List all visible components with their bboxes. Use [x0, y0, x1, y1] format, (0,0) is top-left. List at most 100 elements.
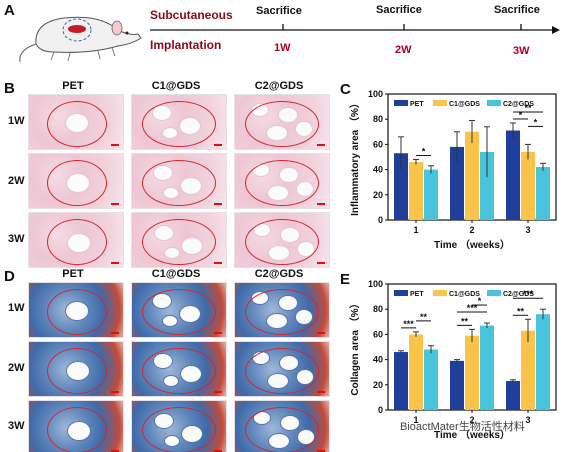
x-tick-label: 1: [413, 415, 418, 425]
scale-bar: [111, 391, 119, 393]
y-tick-label: 40: [373, 355, 383, 365]
masson-stain-micrograph: [28, 341, 124, 397]
implant-outline: [245, 407, 319, 452]
chart-e: E 0 20 40 60 80 100 Collagen area （%） Time （week…: [340, 271, 557, 441]
significance-marker: ***: [467, 303, 478, 313]
x-tick-label: 2: [469, 415, 474, 425]
bar: [409, 162, 423, 220]
bar: [480, 325, 494, 410]
legend-label: C2@GDS: [503, 291, 534, 298]
bar: [394, 352, 408, 410]
implant-outline: [47, 348, 107, 394]
he-stain-micrograph: [28, 153, 124, 209]
timeline-event-2: Sacrifice: [376, 4, 422, 16]
bar: [506, 381, 520, 410]
legend-label: C1@GDS: [449, 291, 480, 298]
x-tick-label: 3: [525, 415, 530, 425]
x-tick-label: 2: [469, 225, 474, 235]
bar: [424, 349, 438, 410]
timeline-week-1: 1W: [274, 42, 291, 54]
implant-outline: [142, 160, 216, 206]
y-tick-label: 20: [373, 380, 383, 390]
implant-outline: [47, 289, 107, 335]
panel-b-col-pet: PET: [62, 80, 84, 92]
scale-bar: [317, 144, 325, 146]
implant-outline: [142, 348, 216, 394]
he-stain-micrograph: [28, 212, 124, 268]
significance-marker: *: [534, 117, 538, 127]
he-stain-micrograph: [28, 94, 124, 150]
scale-bar: [214, 450, 222, 452]
y-tick-label: 60: [373, 329, 383, 339]
significance-marker: *: [422, 147, 426, 157]
implant-outline: [245, 160, 319, 206]
bar: [521, 151, 535, 220]
timeline-event-1: Sacrifice: [256, 5, 302, 17]
scale-bar: [111, 203, 119, 205]
y-tick-label: 40: [373, 165, 383, 175]
scale-bar: [111, 450, 119, 452]
chart-c: C 0 20 40 60 80 100 Inflammatory area （%） Time （…: [340, 81, 557, 251]
y-tick-label: 100: [368, 89, 383, 99]
mouse-illustration: [19, 16, 142, 63]
timeline-axis: [150, 24, 560, 34]
panel-label: E: [340, 271, 350, 288]
significance-marker: ***: [523, 289, 534, 299]
panel-d-row-1w: 1W: [8, 302, 25, 314]
panel-d-col-c2: C2@GDS: [254, 268, 304, 280]
panel-b-label: B: [4, 80, 15, 97]
masson-stain-micrograph: [131, 341, 227, 397]
masson-stain-micrograph: [234, 400, 330, 452]
panel-b-row-3w: 3W: [8, 233, 25, 245]
masson-stain-micrograph: [28, 400, 124, 452]
y-tick-label: 60: [373, 139, 383, 149]
implant-outline: [47, 160, 107, 206]
implant-outline: [47, 407, 107, 452]
timeline-event-3: Sacrifice: [494, 4, 540, 16]
masson-stain-micrograph: [131, 282, 227, 338]
panel-d-row-3w: 3W: [8, 420, 25, 432]
bar: [536, 314, 550, 410]
masson-stain-micrograph: [28, 282, 124, 338]
scale-bar: [317, 203, 325, 205]
y-tick-label: 80: [373, 114, 383, 124]
implant-outline: [245, 219, 319, 265]
legend-swatch: [433, 290, 447, 296]
y-tick-label: 80: [373, 304, 383, 314]
masson-stain-micrograph: [234, 341, 330, 397]
panel-label: C: [340, 81, 351, 98]
implant-outline: [47, 101, 107, 147]
panel-b-col-c2: C2@GDS: [254, 80, 304, 92]
he-stain-micrograph: [131, 212, 227, 268]
panel-d-row-2w: 2W: [8, 362, 25, 374]
masson-stain-micrograph: [131, 400, 227, 452]
y-tick-label: 0: [378, 405, 383, 415]
scale-bar: [111, 144, 119, 146]
implant-outline: [142, 407, 216, 452]
bar: [536, 167, 550, 220]
watermark-text: BioactMater生物活性材料: [400, 421, 525, 433]
x-tick-label: 3: [525, 225, 530, 235]
panel-d-label: D: [4, 268, 15, 285]
implant-outline: [245, 101, 319, 147]
legend-label: C2@GDS: [503, 101, 534, 108]
implant-outline: [142, 101, 216, 147]
scale-bar: [214, 144, 222, 146]
legend-label: C1@GDS: [449, 101, 480, 108]
x-axis-label: Time （weeks）: [434, 428, 510, 441]
y-tick-label: 20: [373, 190, 383, 200]
bar: [409, 334, 423, 410]
bar: [450, 360, 464, 410]
panel-a-label: A: [4, 2, 15, 19]
legend-label: PET: [410, 101, 424, 108]
he-stain-micrograph: [131, 94, 227, 150]
legend-swatch: [394, 290, 408, 296]
timeline-title-line2: Implantation: [150, 38, 222, 52]
scale-bar: [317, 450, 325, 452]
implant-outline: [142, 289, 216, 335]
panel-b-col-c1: C1@GDS: [151, 80, 201, 92]
scale-bar: [214, 203, 222, 205]
legend-swatch: [487, 290, 501, 296]
legend-swatch: [394, 100, 408, 106]
bar: [394, 153, 408, 220]
